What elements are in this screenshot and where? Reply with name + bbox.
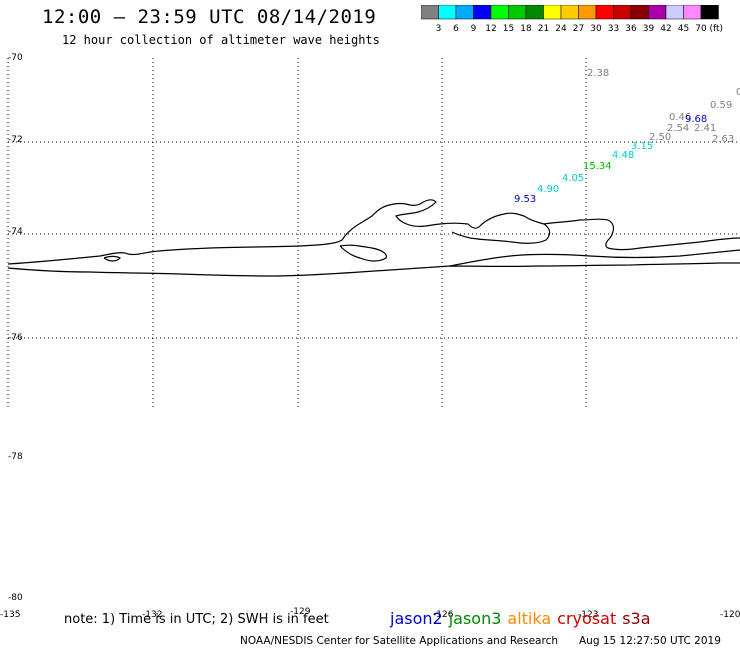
legend-label: 15 <box>503 24 514 34</box>
latitude-labels: -70 -72 -74 -76 -78 -80 <box>8 53 23 603</box>
credit-line: NOAA/NESDIS Center for Satellite Applica… <box>240 635 558 647</box>
mission-legend: jason2 jason3 altika cryosat s3a <box>390 609 657 628</box>
mission-jason2: jason2 <box>390 609 443 628</box>
latitude-label: -70 <box>8 53 23 63</box>
latitude-label: -80 <box>8 593 23 603</box>
wave-height-label: 0. <box>736 87 740 98</box>
legend-label: 36 <box>625 24 637 34</box>
legend-label: 27 <box>573 24 584 34</box>
legend-label: 30 <box>590 24 602 34</box>
footer-note: note: 1) Time is in UTC; 2) SWH is in fe… <box>64 612 329 627</box>
legend-label: 45 <box>678 24 689 34</box>
coastline-ice-shelf-edge <box>7 199 551 265</box>
legend-unit: (ft) <box>709 24 723 34</box>
legend-label: 12 <box>485 24 496 34</box>
coastline-upper-ridge <box>449 249 740 267</box>
wave-height-label: 2.54 <box>667 123 689 134</box>
legend-label: 70 <box>695 24 707 34</box>
chart-subtitle: 12 hour collection of altimeter wave hei… <box>62 33 380 47</box>
wave-height-label: 2.41 <box>694 123 716 134</box>
coastline-inner-loop <box>339 244 387 262</box>
wave-height-label: 9.53 <box>514 194 536 205</box>
wave-height-label: 4.48 <box>612 150 634 161</box>
legend-label: 18 <box>520 24 532 34</box>
legend-label: 3 <box>436 24 442 34</box>
wave-height-label: 2.50 <box>649 132 671 143</box>
wave-height-label: 0.59 <box>710 100 732 111</box>
wave-height-label: 2.63 <box>712 134 734 145</box>
coastline-mainland <box>7 262 740 277</box>
wave-height-label: 9.68 <box>685 114 707 125</box>
legend-label: 33 <box>608 24 619 34</box>
longitude-label: -120 <box>720 610 740 620</box>
chart-title: 12:00 – 23:59 UTC 08/14/2019 <box>42 6 377 28</box>
wave-height-label: 3.15 <box>631 141 653 152</box>
mission-cryosat: cryosat <box>557 609 617 628</box>
wave-height-label: 15.34 <box>583 161 612 172</box>
legend-label: 24 <box>555 24 567 34</box>
latitude-label: -74 <box>8 227 23 237</box>
color-legend: 3 6 9 12 15 18 21 24 27 30 33 36 39 42 45 70 (ft) <box>421 5 723 34</box>
coastline-small-inlet <box>103 255 122 262</box>
graticule-grid <box>7 58 740 408</box>
longitude-label: -132 <box>142 610 162 620</box>
latitude-label: -78 <box>8 452 23 462</box>
longitude-label: -135 <box>0 610 20 620</box>
coastline-east-segment <box>543 218 740 251</box>
latitude-label: -76 <box>8 333 23 343</box>
mission-jason3: jason3 <box>448 609 502 628</box>
wave-height-label: 4.05 <box>562 173 584 184</box>
legend-swatch <box>700 5 719 20</box>
longitude-label: -123 <box>578 610 598 620</box>
legend-label: 39 <box>643 24 655 34</box>
wave-height-label: 4.90 <box>537 184 559 195</box>
timestamp: Aug 15 12:27:50 UTC 2019 <box>579 635 721 647</box>
coastline <box>7 199 740 277</box>
mission-s3a: s3a <box>622 609 651 628</box>
longitude-labels: -135 -132 -129 -126 -123 -120 <box>0 607 740 620</box>
longitude-label: -126 <box>433 610 454 620</box>
legend-label: 42 <box>660 24 671 34</box>
legend-label: 6 <box>453 24 459 34</box>
latitude-label: -72 <box>8 135 23 145</box>
legend-label: 21 <box>538 24 549 34</box>
wave-height-labels: 2.380.0.590.469.682.542.412.502.633.154.… <box>514 68 740 205</box>
longitude-label: -129 <box>290 607 311 617</box>
legend-label: 9 <box>471 24 477 34</box>
wave-height-label: 0.46 <box>669 112 691 123</box>
wave-height-label: 2.38 <box>587 68 609 79</box>
mission-altika: altika <box>507 609 552 628</box>
